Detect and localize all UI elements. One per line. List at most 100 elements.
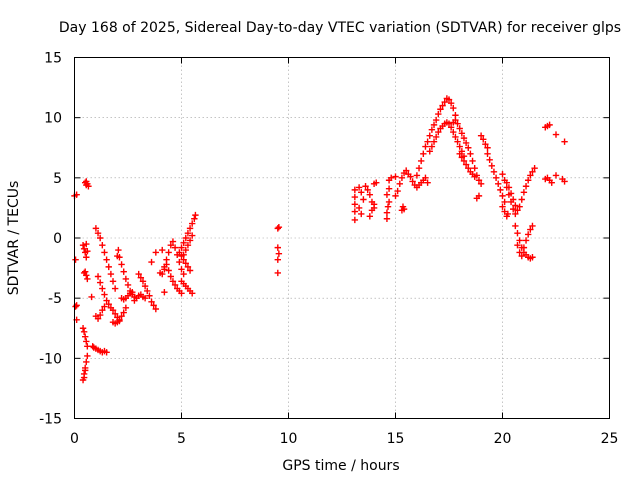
- data-point: [495, 180, 502, 188]
- data-point: [351, 193, 359, 201]
- data-point: [413, 172, 421, 179]
- data-point: [178, 266, 185, 273]
- data-point: [415, 165, 423, 172]
- data-point: [161, 266, 168, 273]
- data-point: [552, 131, 560, 138]
- data-point: [499, 171, 506, 178]
- data-point: [186, 225, 194, 232]
- data-point: [83, 240, 90, 248]
- data-point: [512, 210, 519, 218]
- data-point: [484, 150, 491, 157]
- data-point: [116, 316, 123, 324]
- data-point: [454, 138, 461, 145]
- data-point: [184, 242, 192, 249]
- data-point: [524, 231, 532, 238]
- data-point: [178, 244, 185, 251]
- data-point: [84, 343, 91, 350]
- data-point: [105, 300, 112, 308]
- data-point: [514, 229, 521, 237]
- x-tick-label: 20: [494, 431, 512, 447]
- data-point: [477, 180, 485, 188]
- data-point: [141, 294, 149, 302]
- y-tick-label: 0: [53, 231, 62, 247]
- data-point: [274, 244, 281, 251]
- data-point: [452, 133, 459, 141]
- data-point: [122, 304, 130, 311]
- data-point: [109, 307, 117, 314]
- data-point: [392, 173, 399, 180]
- data-point: [460, 157, 468, 165]
- data-point: [103, 256, 110, 263]
- data-point: [139, 278, 147, 285]
- data-point: [189, 232, 196, 239]
- data-point: [115, 246, 122, 254]
- data-point: [103, 349, 110, 356]
- y-tick-label: -15: [39, 412, 62, 428]
- data-point: [492, 174, 500, 182]
- data-point: [355, 204, 363, 212]
- data-point: [186, 237, 194, 244]
- y-tick-label: -10: [39, 351, 62, 367]
- data-point: [82, 367, 89, 374]
- data-point: [111, 285, 119, 292]
- data-point: [99, 242, 106, 249]
- data-point: [366, 191, 374, 198]
- data-point: [159, 270, 166, 278]
- data-point: [84, 248, 91, 255]
- data-point: [512, 222, 519, 230]
- data-point: [362, 183, 369, 190]
- data-point: [364, 186, 371, 194]
- data-point: [82, 333, 89, 340]
- data-point: [499, 192, 506, 200]
- data-point: [358, 189, 365, 196]
- data-point: [394, 187, 401, 195]
- data-point: [383, 215, 391, 222]
- data-point: [186, 267, 194, 274]
- data-points: [71, 95, 568, 384]
- data-point: [84, 275, 91, 283]
- data-point: [477, 132, 485, 139]
- data-point: [85, 183, 92, 190]
- data-point: [490, 168, 498, 176]
- data-point: [458, 154, 466, 161]
- data-point: [426, 148, 433, 155]
- x-tick-label: 0: [70, 431, 79, 447]
- data-point: [445, 96, 453, 103]
- data-point: [94, 273, 102, 280]
- data-point: [471, 165, 478, 172]
- data-point: [392, 192, 399, 200]
- data-point: [475, 177, 483, 184]
- data-point: [505, 184, 513, 191]
- data-point: [120, 309, 127, 316]
- data-point: [182, 260, 189, 267]
- data-point: [96, 279, 104, 286]
- data-point: [171, 244, 179, 251]
- data-point: [428, 143, 436, 150]
- data-point: [163, 261, 170, 268]
- data-point: [441, 98, 448, 106]
- data-point: [370, 201, 378, 208]
- data-point: [72, 256, 79, 263]
- data-point: [99, 307, 106, 314]
- x-tick-label: 5: [177, 431, 186, 447]
- data-point: [486, 156, 493, 163]
- data-point: [122, 275, 130, 283]
- data-point: [171, 281, 179, 289]
- data-point: [422, 174, 429, 182]
- data-point: [275, 223, 283, 231]
- data-point: [439, 102, 446, 109]
- data-point: [529, 254, 536, 261]
- data-point: [501, 198, 508, 206]
- data-point: [527, 172, 534, 179]
- data-point: [422, 143, 429, 150]
- data-point: [435, 128, 442, 136]
- data-point: [146, 292, 153, 299]
- data-point: [180, 270, 187, 278]
- data-point: [383, 191, 391, 198]
- y-axis-tick-labels: -15 -10 -5 0 5 10 15: [39, 51, 62, 428]
- data-point: [497, 186, 504, 194]
- data-point: [529, 222, 536, 230]
- data-point: [79, 242, 87, 249]
- data-point: [501, 208, 508, 215]
